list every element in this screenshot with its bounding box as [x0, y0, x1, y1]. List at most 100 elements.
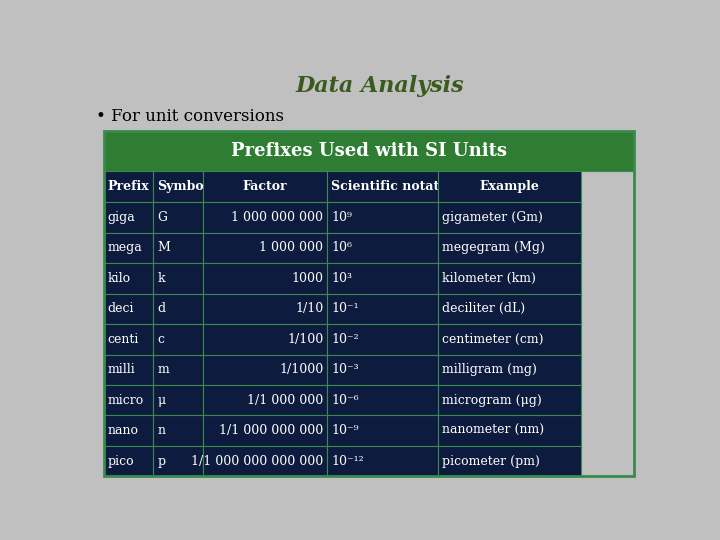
- Bar: [202, 354, 327, 385]
- Text: • For unit conversions: • For unit conversions: [96, 109, 284, 125]
- Text: picometer (pm): picometer (pm): [442, 455, 540, 468]
- Text: m: m: [157, 363, 169, 376]
- Bar: [202, 324, 327, 354]
- Text: Prefix: Prefix: [108, 180, 150, 193]
- Text: megegram (Mg): megegram (Mg): [442, 241, 545, 254]
- Bar: [327, 446, 438, 476]
- Bar: [202, 233, 327, 263]
- Bar: [438, 202, 581, 233]
- Text: giga: giga: [108, 211, 135, 224]
- Text: 10⁹: 10⁹: [331, 211, 352, 224]
- Bar: [438, 385, 581, 415]
- Bar: [153, 263, 202, 294]
- Text: 1/100: 1/100: [287, 333, 323, 346]
- Text: c: c: [157, 333, 164, 346]
- Bar: [153, 415, 202, 446]
- Text: μ: μ: [157, 394, 166, 407]
- Bar: [104, 171, 153, 202]
- Text: kilo: kilo: [108, 272, 131, 285]
- Bar: [153, 385, 202, 415]
- Text: Scientific notation: Scientific notation: [331, 180, 462, 193]
- Text: gigameter (Gm): gigameter (Gm): [442, 211, 543, 224]
- Bar: [202, 202, 327, 233]
- Bar: [104, 131, 634, 476]
- Text: Example: Example: [480, 180, 540, 193]
- Bar: [153, 354, 202, 385]
- Text: 1000: 1000: [291, 272, 323, 285]
- Text: kilometer (km): kilometer (km): [442, 272, 536, 285]
- Text: mega: mega: [108, 241, 143, 254]
- Text: 10⁻²: 10⁻²: [331, 333, 359, 346]
- Bar: [438, 294, 581, 324]
- Bar: [153, 294, 202, 324]
- Bar: [104, 294, 153, 324]
- Text: milli: milli: [108, 363, 135, 376]
- Bar: [202, 263, 327, 294]
- Text: 10⁻⁹: 10⁻⁹: [331, 424, 359, 437]
- Text: Data Analysis: Data Analysis: [296, 75, 464, 97]
- Bar: [438, 324, 581, 354]
- Text: 10⁻¹²: 10⁻¹²: [331, 455, 364, 468]
- Bar: [104, 233, 153, 263]
- Bar: [327, 294, 438, 324]
- Bar: [202, 446, 327, 476]
- Bar: [153, 171, 202, 202]
- Text: 1/10: 1/10: [295, 302, 323, 315]
- Text: Prefixes Used with SI Units: Prefixes Used with SI Units: [231, 142, 507, 160]
- Text: p: p: [157, 455, 166, 468]
- Text: micro: micro: [108, 394, 144, 407]
- Bar: [104, 446, 153, 476]
- Bar: [104, 354, 153, 385]
- Text: deciliter (dL): deciliter (dL): [442, 302, 526, 315]
- Bar: [327, 385, 438, 415]
- Text: 1/1 000 000: 1/1 000 000: [247, 394, 323, 407]
- Bar: [438, 446, 581, 476]
- Bar: [327, 233, 438, 263]
- Text: n: n: [157, 424, 165, 437]
- Bar: [202, 385, 327, 415]
- Text: centimeter (cm): centimeter (cm): [442, 333, 544, 346]
- Bar: [104, 385, 153, 415]
- Text: 1 000 000 000: 1 000 000 000: [231, 211, 323, 224]
- Text: 10³: 10³: [331, 272, 352, 285]
- Bar: [438, 233, 581, 263]
- Bar: [327, 171, 438, 202]
- Text: d: d: [157, 302, 166, 315]
- Bar: [104, 131, 634, 171]
- Text: Factor: Factor: [243, 180, 287, 193]
- Text: 10⁶: 10⁶: [331, 241, 352, 254]
- Bar: [327, 202, 438, 233]
- Text: 10⁻⁶: 10⁻⁶: [331, 394, 359, 407]
- Bar: [438, 354, 581, 385]
- Bar: [202, 415, 327, 446]
- Bar: [438, 171, 581, 202]
- Bar: [153, 324, 202, 354]
- Text: milligram (mg): milligram (mg): [442, 363, 537, 376]
- Bar: [104, 263, 153, 294]
- Bar: [327, 263, 438, 294]
- Text: 1/1 000 000 000 000: 1/1 000 000 000 000: [191, 455, 323, 468]
- Bar: [202, 171, 327, 202]
- Text: k: k: [157, 272, 165, 285]
- Text: M: M: [157, 241, 170, 254]
- Bar: [153, 446, 202, 476]
- Text: nanometer (nm): nanometer (nm): [442, 424, 544, 437]
- Text: 10⁻¹: 10⁻¹: [331, 302, 359, 315]
- Bar: [153, 202, 202, 233]
- Text: 1/1000: 1/1000: [279, 363, 323, 376]
- Bar: [153, 233, 202, 263]
- Bar: [202, 294, 327, 324]
- Bar: [438, 263, 581, 294]
- Text: microgram (μg): microgram (μg): [442, 394, 542, 407]
- Bar: [104, 324, 153, 354]
- Text: Symbol: Symbol: [157, 180, 209, 193]
- Bar: [104, 202, 153, 233]
- Text: 1/1 000 000 000: 1/1 000 000 000: [219, 424, 323, 437]
- Bar: [327, 415, 438, 446]
- Text: G: G: [157, 211, 167, 224]
- Text: 1 000 000: 1 000 000: [259, 241, 323, 254]
- Bar: [104, 415, 153, 446]
- Text: pico: pico: [108, 455, 135, 468]
- Text: 10⁻³: 10⁻³: [331, 363, 359, 376]
- Text: deci: deci: [108, 302, 135, 315]
